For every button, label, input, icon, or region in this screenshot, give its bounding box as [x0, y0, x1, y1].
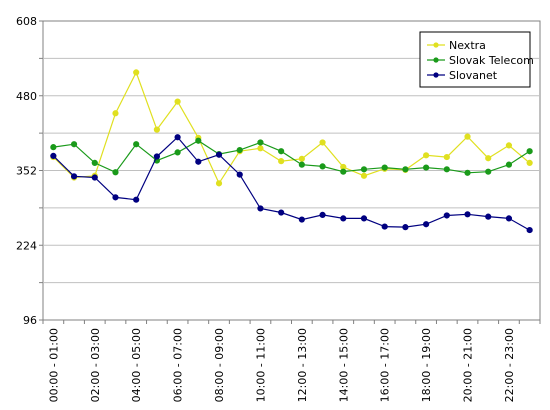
- data-point: [319, 139, 326, 146]
- series-line: [53, 139, 530, 174]
- data-point: [70, 173, 78, 180]
- data-point: [423, 152, 430, 159]
- data-point: [443, 212, 450, 219]
- y-tick-label: 608: [16, 15, 37, 28]
- legend-marker: [433, 57, 439, 63]
- data-point: [505, 215, 513, 222]
- x-tick-label: 04:00 - 05:00: [130, 328, 143, 402]
- data-point: [443, 166, 450, 173]
- y-tick-label: 352: [16, 165, 37, 178]
- data-point: [236, 171, 243, 178]
- x-tick-label: 12:00 - 13:00: [296, 328, 309, 402]
- data-point: [360, 166, 368, 173]
- data-point: [50, 144, 57, 151]
- data-point: [215, 151, 223, 158]
- x-tick-label: 06:00 - 07:00: [172, 328, 185, 402]
- data-point: [133, 196, 140, 203]
- x-tick-label: 08:00 - 09:00: [213, 328, 226, 402]
- series-line: [52, 70, 530, 185]
- data-point: [505, 161, 513, 168]
- data-point: [485, 213, 492, 220]
- x-tick-label: 10:00 - 11:00: [254, 328, 267, 402]
- data-point: [526, 148, 533, 155]
- data-point: [174, 98, 181, 105]
- data-point: [443, 153, 450, 161]
- data-point: [133, 69, 140, 76]
- data-point: [464, 133, 471, 140]
- x-tick-label: 02:00 - 03:00: [89, 328, 102, 402]
- data-point: [112, 194, 119, 201]
- data-point: [402, 166, 409, 173]
- data-point: [153, 126, 160, 133]
- x-tick-label: 00:00 - 01:00: [47, 328, 60, 402]
- data-point: [360, 172, 368, 179]
- data-point: [485, 168, 492, 175]
- data-point: [298, 216, 305, 223]
- data-point: [257, 205, 264, 212]
- data-point: [91, 159, 98, 167]
- data-point: [278, 158, 285, 165]
- data-point: [70, 141, 78, 148]
- x-tick-label: 22:00 - 23:00: [503, 328, 516, 402]
- data-point: [278, 148, 285, 155]
- y-tick-label: 96: [23, 314, 37, 327]
- x-tick-label: 14:00 - 15:00: [337, 328, 350, 402]
- data-point: [278, 209, 285, 216]
- data-point: [464, 169, 471, 176]
- data-point: [236, 146, 243, 154]
- data-point: [505, 142, 513, 149]
- data-point: [195, 158, 202, 165]
- legend-label: Nextra: [449, 39, 486, 52]
- legend-marker: [433, 42, 439, 48]
- data-point: [360, 215, 368, 222]
- x-tick-label: 18:00 - 19:00: [420, 328, 433, 402]
- y-tick-label: 480: [16, 90, 37, 103]
- data-point: [112, 169, 119, 176]
- legend-label: Slovanet: [449, 69, 498, 82]
- data-point: [402, 224, 409, 231]
- series-line: [52, 136, 530, 231]
- data-point: [526, 159, 533, 167]
- y-tick-label: 224: [16, 239, 37, 252]
- data-point: [195, 137, 202, 144]
- data-point: [112, 110, 119, 117]
- data-point: [319, 163, 326, 170]
- data-point: [381, 223, 388, 230]
- series-group: [50, 69, 533, 234]
- data-point: [50, 152, 57, 160]
- data-point: [174, 149, 181, 156]
- data-point: [381, 164, 388, 171]
- data-point: [153, 153, 160, 160]
- x-tick-label: 20:00 - 21:00: [462, 328, 475, 402]
- data-point: [298, 155, 305, 162]
- data-point: [340, 168, 347, 175]
- legend: Nextra Slovak Telecom Slovanet: [419, 31, 534, 88]
- data-point: [133, 141, 140, 148]
- data-point: [526, 226, 533, 234]
- legend-label: Slovak Telecom: [449, 54, 534, 67]
- data-point: [215, 180, 223, 187]
- data-point: [257, 139, 264, 146]
- data-point: [91, 174, 98, 181]
- data-point: [423, 164, 430, 171]
- data-point: [319, 211, 326, 218]
- data-point: [485, 155, 492, 162]
- data-point: [464, 211, 471, 218]
- data-point: [423, 221, 430, 228]
- x-tick-label: 16:00 - 17:00: [379, 328, 392, 402]
- x-axis: 00:00 - 01:00 02:00 - 03:00 04:00 - 05:00 0…: [42, 320, 541, 402]
- legend-marker: [433, 72, 439, 78]
- data-point: [174, 134, 181, 141]
- y-axis: 96 224 352 480 608: [16, 15, 43, 327]
- data-point: [257, 145, 264, 152]
- data-point: [298, 161, 305, 168]
- data-point: [340, 215, 347, 222]
